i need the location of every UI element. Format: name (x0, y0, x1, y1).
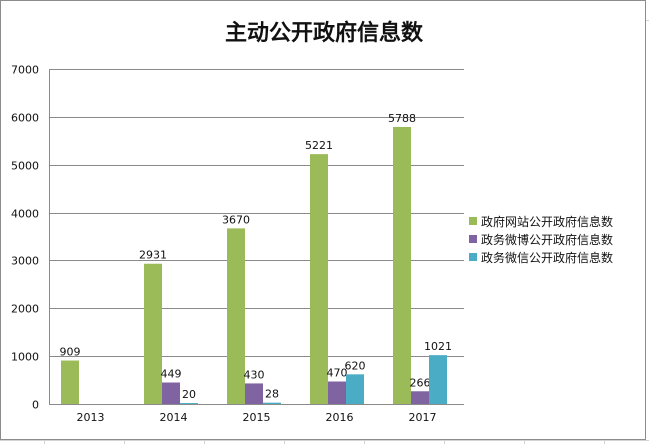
legend-label: 政务微博公开政府信息数 (481, 232, 614, 247)
bar (393, 127, 411, 404)
y-tick-label: 7000 (11, 64, 39, 77)
bar (328, 381, 346, 404)
data-label: 20 (182, 388, 196, 401)
data-label: 266 (410, 376, 431, 389)
sheet-row-line (0, 440, 649, 441)
y-tick-label: 4000 (11, 208, 39, 221)
x-tick-label: 2016 (326, 411, 354, 424)
data-label: 430 (244, 368, 265, 381)
bar (429, 355, 447, 404)
legend-swatch-weibo (469, 235, 477, 243)
x-tick-label: 2013 (77, 411, 105, 424)
bar (263, 402, 281, 404)
bar (411, 391, 429, 404)
y-tick-label: 6000 (11, 112, 39, 125)
legend-label: 政府网站公开政府信息数 (481, 214, 614, 229)
legend-swatch-wechat (469, 253, 477, 261)
x-tick-label: 2017 (409, 411, 437, 424)
bar (162, 382, 180, 404)
bar (144, 263, 162, 404)
data-label: 909 (60, 345, 81, 358)
y-tick-label: 5000 (11, 160, 39, 173)
y-tick-label: 1000 (11, 351, 39, 364)
data-label: 449 (161, 368, 182, 381)
data-label: 620 (345, 359, 366, 372)
bar (61, 360, 79, 404)
bar (310, 154, 328, 404)
y-tick-label: 0 (32, 399, 39, 412)
legend-item: 政务微博公开政府信息数 (469, 230, 613, 248)
data-label: 1021 (424, 340, 452, 353)
legend-item: 政府网站公开政府信息数 (469, 212, 613, 230)
chart-legend: 政府网站公开政府信息数 政务微博公开政府信息数 政务微信公开政府信息数 (469, 212, 613, 266)
legend-swatch-website (469, 217, 477, 225)
legend-label: 政务微信公开政府信息数 (481, 250, 614, 265)
y-tick-label: 3000 (11, 255, 39, 268)
legend-item: 政务微信公开政府信息数 (469, 248, 613, 266)
data-label: 3670 (222, 213, 250, 226)
data-label: 5221 (305, 139, 333, 152)
chart-title: 主动公开政府信息数 (224, 20, 423, 46)
data-label: 28 (265, 388, 279, 401)
bar (346, 374, 364, 404)
data-label: 2931 (139, 249, 167, 262)
x-tick-label: 2014 (160, 411, 188, 424)
y-tick-label: 2000 (11, 303, 39, 316)
x-tick-label: 2015 (243, 411, 271, 424)
bar (180, 403, 198, 404)
data-label: 5788 (388, 112, 416, 125)
data-label: 470 (327, 367, 348, 380)
bar (227, 228, 245, 404)
bar (245, 383, 263, 404)
